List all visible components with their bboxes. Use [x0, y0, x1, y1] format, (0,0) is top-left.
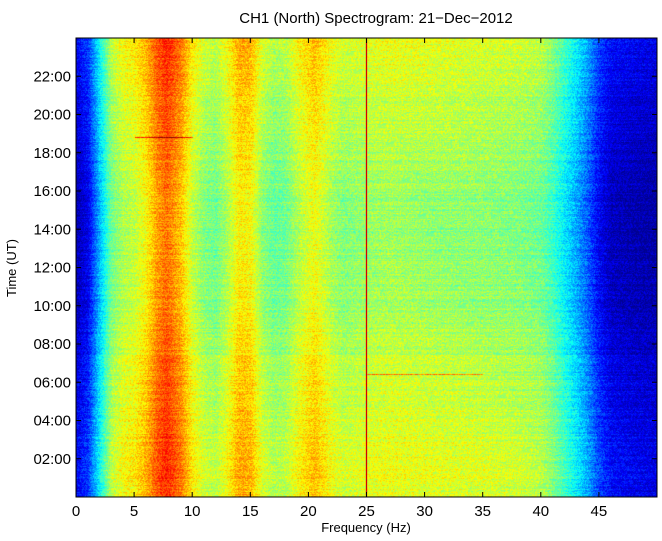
y-tick-label: 14:00: [33, 221, 71, 238]
x-tick-label: 25: [358, 503, 375, 520]
y-tick-label: 12:00: [33, 260, 71, 277]
y-tick-label: 18:00: [33, 145, 71, 162]
y-tick-label: 06:00: [33, 374, 71, 391]
x-tick-label: 35: [474, 503, 491, 520]
x-tick-label: 45: [591, 503, 608, 520]
x-tick-label: 15: [242, 503, 259, 520]
x-tick-label: 0: [72, 503, 80, 520]
x-tick-label: 40: [532, 503, 549, 520]
x-tick-label: 30: [416, 503, 433, 520]
y-tick-label: 02:00: [33, 451, 71, 468]
x-axis: 0 5 10 15 20 25 30 35 40 45: [72, 38, 607, 520]
y-tick-label: 04:00: [33, 413, 71, 430]
y-axis-label: Time (UT): [4, 239, 19, 297]
plot-area: [75, 37, 658, 498]
x-tick-label: 5: [130, 503, 138, 520]
y-tick-label: 08:00: [33, 336, 71, 353]
chart-title: CH1 (North) Spectrogram: 21−Dec−2012: [239, 10, 512, 27]
y-tick-label: 10:00: [33, 298, 71, 315]
y-tick-label: 22:00: [33, 68, 71, 85]
y-axis: 02:00 04:00 06:00 08:00 10:00 12:00 14:00 16:00…: [33, 68, 657, 468]
y-tick-label: 20:00: [33, 107, 71, 124]
x-axis-label: Frequency (Hz): [321, 520, 411, 535]
y-tick-label: 16:00: [33, 183, 71, 200]
x-tick-label: 20: [300, 503, 317, 520]
x-tick-label: 10: [184, 503, 201, 520]
